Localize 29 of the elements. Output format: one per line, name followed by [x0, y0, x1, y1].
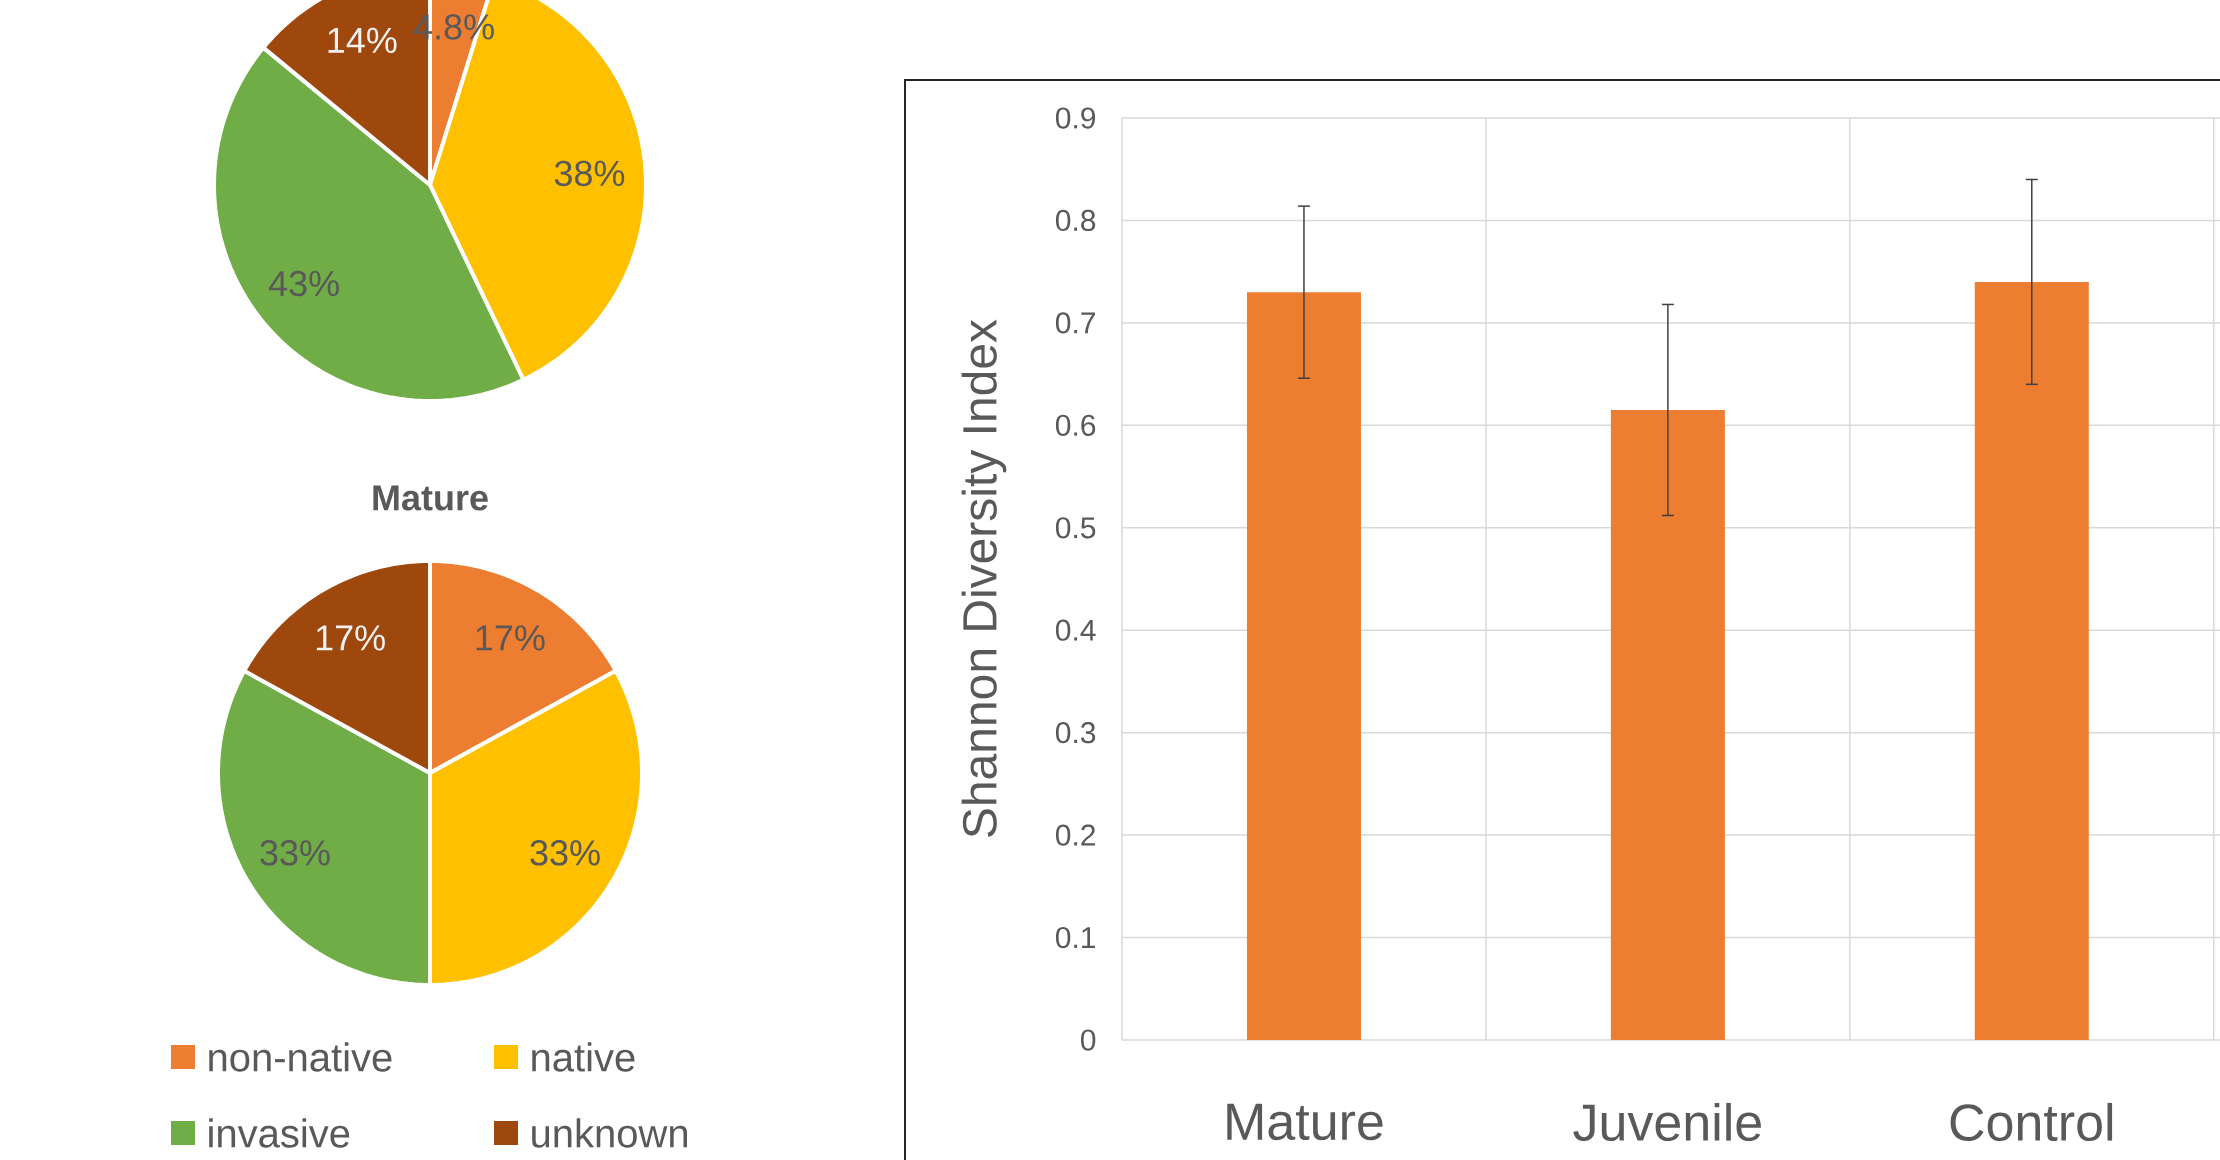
x-tick-label: Juvenile: [1573, 1102, 1761, 1142]
data-label: 17%: [316, 625, 385, 651]
y-tick-label: 0.8: [1055, 209, 1096, 232]
legend-label: invasive: [209, 1118, 350, 1148]
x-tick-label: Mature: [1227, 1103, 1383, 1141]
data-label: 33%: [260, 840, 330, 866]
data-label: 33%: [530, 840, 600, 866]
y-tick-label: 0.4: [1055, 619, 1096, 641]
y-tick-label: 0.7: [1055, 312, 1095, 334]
data-label: 14%: [328, 27, 397, 54]
bar: [1974, 281, 2089, 1040]
x-tick-label: Control: [1950, 1102, 2113, 1142]
legend-label: non-native: [209, 1042, 392, 1072]
data-label: 38%: [554, 160, 625, 187]
data-label: 43%: [268, 270, 339, 297]
legend-label: native: [532, 1042, 635, 1072]
legend-label: unknown: [532, 1118, 688, 1148]
bar: [1246, 292, 1361, 1040]
y-tick-label: 0.1: [1055, 926, 1096, 949]
bar: [1610, 409, 1725, 1040]
y-tick-label: 0.9: [1055, 107, 1096, 129]
y-tick-label: 0.6: [1055, 414, 1096, 436]
data-label: 17%: [476, 625, 545, 651]
y-tick-label: 0: [1080, 1029, 1096, 1051]
y-axis-title: Shannon Diversity Index: [961, 319, 1007, 837]
y-tick-label: 0.2: [1055, 824, 1095, 846]
y-tick-label: 0.5: [1055, 517, 1096, 539]
y-tick-label: 0.3: [1055, 722, 1096, 744]
chart-title: Mature: [373, 485, 488, 511]
